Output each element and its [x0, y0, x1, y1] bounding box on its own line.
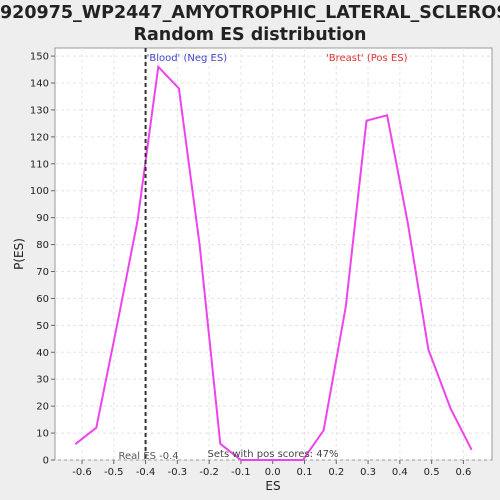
x-tick-label: 0.3: [360, 467, 376, 478]
data-point: [136, 219, 139, 222]
data-point: [345, 305, 347, 308]
es-distribution-line: [75, 64, 473, 461]
y-tick-label: 150: [30, 52, 49, 63]
data-point: [302, 459, 304, 461]
y-tick-label: 130: [30, 105, 49, 116]
data-point: [365, 119, 368, 122]
y-tick-label: 10: [36, 429, 49, 440]
y-tick-label: 50: [36, 321, 49, 332]
x-axis-ticks: -0.6 -0.5 -0.4 -0.3 -0.2 -0.1 0.0 0.1 0.2 0.3 0.4 0…: [72, 460, 471, 478]
x-tick-label: -0.6: [72, 467, 92, 478]
x-tick-label: -0.5: [104, 467, 124, 478]
x-tick-label: -0.2: [199, 467, 219, 478]
data-point: [74, 443, 77, 445]
y-tick-label: 100: [30, 186, 49, 197]
x-axis-label: ES: [265, 479, 280, 493]
y-tick-label: 0: [43, 456, 49, 467]
y-tick-label: 60: [36, 294, 49, 305]
data-point: [260, 459, 263, 461]
data-point: [281, 459, 284, 461]
data-point: [198, 243, 201, 246]
data-point: [386, 114, 388, 117]
y-tick-label: 90: [36, 213, 49, 224]
y-tick-label: 110: [30, 159, 49, 170]
data-point: [406, 222, 409, 224]
neg-es-label: 'Blood' (Neg ES): [147, 53, 228, 64]
x-tick-label: 0.6: [455, 467, 471, 478]
y-tick-label: 80: [36, 240, 49, 251]
pos-es-label: 'Breast' (Pos ES): [326, 53, 408, 64]
y-tick-label: 120: [30, 132, 49, 143]
data-point: [178, 87, 180, 90]
data-point: [219, 443, 222, 445]
x-tick-label: 0.5: [424, 467, 440, 478]
series-layer: [74, 64, 473, 461]
plot-area: [54, 47, 493, 461]
y-tick-label: 70: [36, 267, 49, 278]
data-point: [95, 426, 98, 429]
y-axis-label: P(ES): [12, 238, 26, 270]
data-point: [322, 429, 325, 432]
x-tick-label: -0.4: [136, 467, 156, 478]
x-tick-label: 0.4: [392, 467, 408, 478]
data-point: [116, 324, 118, 327]
x-tick-label: -0.3: [168, 467, 188, 478]
y-tick-label: 30: [36, 375, 49, 386]
y-tick-label: 40: [36, 348, 49, 359]
y-tick-label: 20: [36, 402, 49, 413]
x-tick-label: -0.1: [231, 467, 251, 478]
x-tick-label: 0.1: [297, 467, 313, 478]
y-axis-ticks: 0 10 20 30 40 50 60 70 80 90 100 110 120 130 140 150: [30, 52, 55, 467]
data-point: [449, 408, 452, 410]
data-point: [470, 448, 473, 451]
data-point: [240, 459, 242, 461]
chart-title: 920975_WP2447_AMYOTROPHIC_LATERAL_SCLERO…: [0, 3, 500, 45]
real-es-label: Real ES -0.4: [119, 451, 179, 462]
x-tick-label: 0.0: [265, 467, 281, 478]
sets-pos-scores-label: Sets with pos scores: 47%: [208, 449, 339, 460]
data-point: [427, 348, 430, 351]
data-point: [157, 66, 160, 68]
x-tick-label: 0.2: [328, 467, 344, 478]
y-tick-label: 140: [30, 79, 49, 90]
